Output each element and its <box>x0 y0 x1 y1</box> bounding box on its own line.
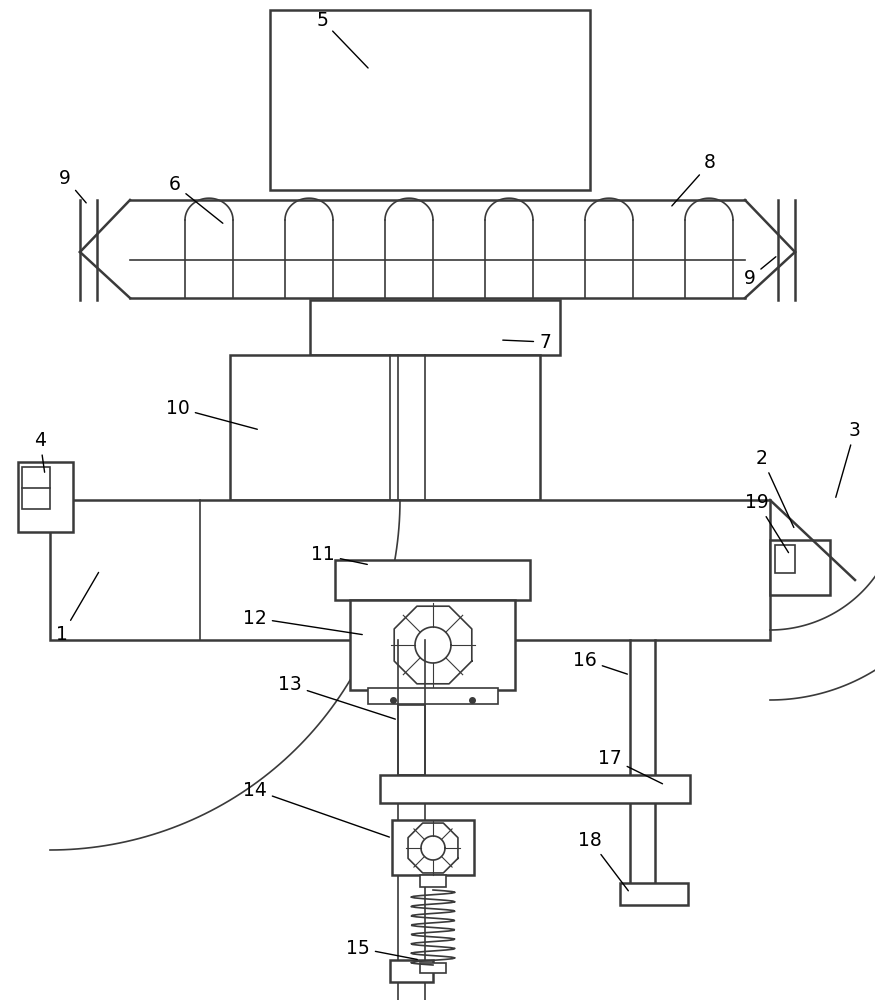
Bar <box>270 10 590 190</box>
Text: 12: 12 <box>243 608 362 635</box>
Text: 14: 14 <box>243 780 389 837</box>
Bar <box>368 688 498 704</box>
Text: 15: 15 <box>346 938 417 959</box>
Bar <box>398 705 425 775</box>
Bar <box>350 600 515 690</box>
Text: 5: 5 <box>316 10 368 68</box>
Bar <box>775 545 795 573</box>
Text: 7: 7 <box>503 332 551 352</box>
Bar <box>420 963 446 973</box>
Bar <box>18 462 73 532</box>
Bar <box>770 540 830 595</box>
Text: 13: 13 <box>278 676 396 719</box>
Text: 3: 3 <box>836 420 861 497</box>
Text: 19: 19 <box>746 492 788 553</box>
Bar <box>380 775 690 803</box>
Text: 9: 9 <box>60 168 87 203</box>
Bar <box>620 883 688 905</box>
Text: 11: 11 <box>312 546 368 564</box>
Text: 8: 8 <box>672 153 716 206</box>
Text: 18: 18 <box>578 830 628 891</box>
Bar <box>22 467 50 509</box>
Bar <box>230 355 540 500</box>
Bar <box>390 960 433 982</box>
Bar <box>310 300 560 355</box>
Text: 10: 10 <box>166 398 257 429</box>
Text: 17: 17 <box>598 748 662 784</box>
Text: 4: 4 <box>34 430 46 472</box>
Text: 9: 9 <box>744 257 776 288</box>
Text: 1: 1 <box>56 572 99 645</box>
Bar <box>335 560 530 600</box>
Text: 6: 6 <box>169 176 223 223</box>
Bar <box>50 500 770 640</box>
Bar <box>420 875 446 887</box>
Text: 2: 2 <box>756 448 794 527</box>
Text: 16: 16 <box>573 650 627 674</box>
Bar <box>392 820 474 875</box>
